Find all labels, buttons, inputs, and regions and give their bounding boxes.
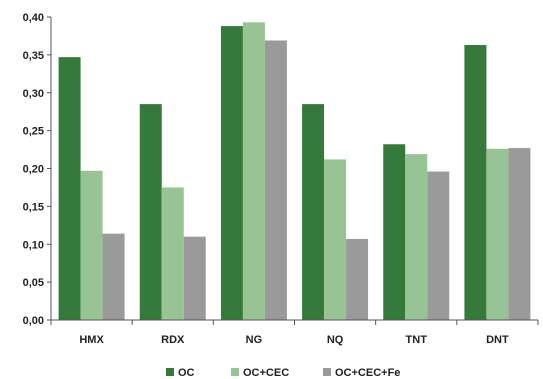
x-tick-label: DNT: [486, 334, 509, 346]
legend-label: OC: [178, 367, 195, 379]
legend-swatch: [166, 368, 174, 376]
bar-tnt-oc-cec: [405, 154, 428, 320]
x-tick-label: HMX: [79, 334, 104, 346]
y-tick-label: 0,15: [23, 201, 44, 213]
bar-tnt-oc: [383, 144, 406, 320]
y-tick-label: 0,25: [23, 126, 44, 138]
bar-dnt-oc: [464, 45, 487, 321]
axes: [47, 16, 539, 325]
bar-hmx-oc-cec-fe: [102, 233, 125, 320]
y-tick-label: 0,10: [23, 239, 44, 251]
bar-rdx-oc: [139, 104, 162, 320]
bar-hmx-oc-cec: [80, 170, 103, 320]
bar-rdx-oc-cec: [161, 187, 184, 320]
bar-ng-oc: [220, 26, 243, 321]
x-tick-label: NQ: [327, 334, 344, 346]
bar-nq-oc-cec: [324, 159, 347, 320]
bar-nq-oc: [302, 104, 325, 320]
y-axis-tick-labels: 0,00 0,05 0,10 0,15 0,20 0,25 0,30 0,35 0,40: [23, 12, 44, 327]
bar-hmx-oc: [58, 57, 81, 321]
bar-dnt-oc-cec: [486, 148, 509, 320]
x-tick-label: TNT: [406, 334, 428, 346]
bar-tnt-oc-cec-fe: [427, 171, 450, 320]
legend-label: OC+CEC+Fe: [335, 367, 400, 379]
bar-nq-oc-cec-fe: [346, 238, 369, 320]
x-tick-label: RDX: [161, 334, 185, 346]
y-tick-label: 0,30: [23, 88, 44, 100]
bar-ng-oc-cec: [242, 22, 265, 321]
y-tick-label: 0,40: [23, 12, 44, 24]
bar-dnt-oc-cec-fe: [508, 148, 531, 320]
legend-swatch: [231, 368, 239, 376]
y-tick-label: 0,05: [23, 277, 44, 289]
legend-swatch: [323, 368, 331, 376]
y-tick-label: 0,20: [23, 164, 44, 176]
bar-ng-oc-cec-fe: [264, 40, 287, 321]
y-tick-label: 0,00: [23, 315, 44, 327]
legend-label: OC+CEC: [243, 367, 289, 379]
bars-group: [58, 22, 531, 321]
y-tick-label: 0,35: [23, 50, 44, 62]
legend: OC OC+CEC OC+CEC+Fe: [166, 367, 400, 379]
x-axis-tick-labels: HMX RDX NG NQ TNT DNT: [79, 334, 509, 346]
x-tick-label: NG: [246, 334, 263, 346]
bar-rdx-oc-cec-fe: [183, 236, 206, 320]
